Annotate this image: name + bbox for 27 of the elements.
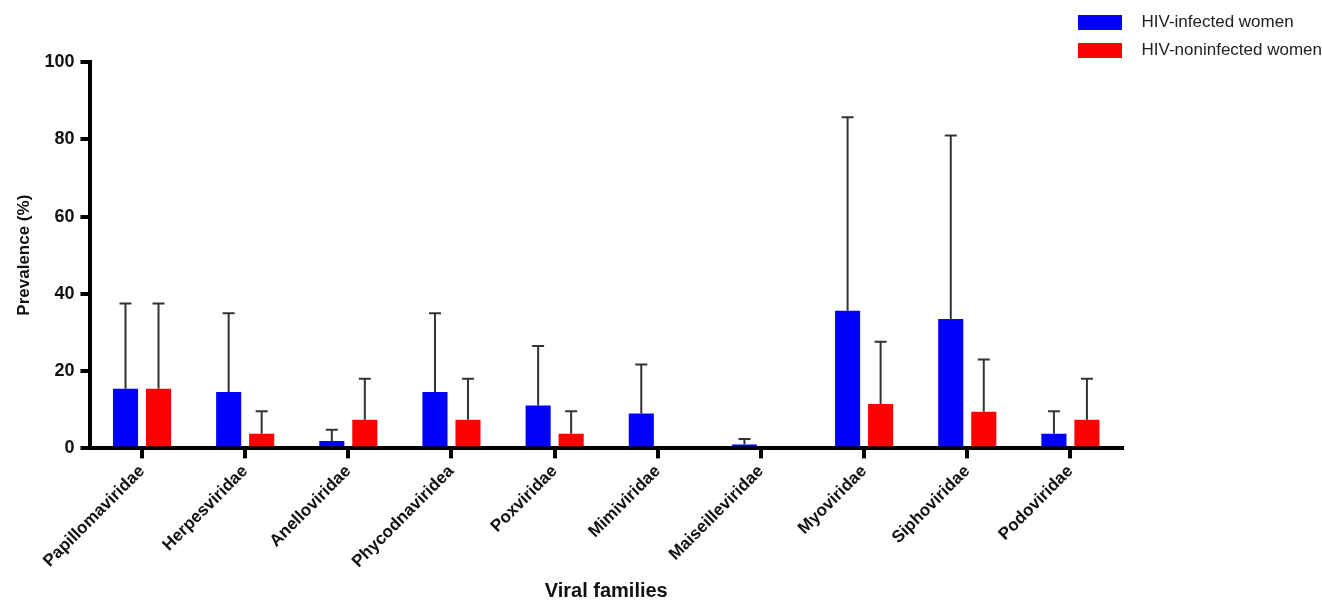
bar	[628, 413, 654, 447]
bar	[145, 388, 172, 447]
bar	[525, 405, 551, 447]
bar	[319, 441, 345, 447]
bar	[455, 419, 481, 447]
bar	[558, 433, 584, 447]
bar	[352, 419, 378, 447]
bar	[249, 433, 275, 447]
bar	[422, 391, 448, 447]
bar	[835, 310, 861, 447]
legend-label: HIV-noninfected women	[1141, 40, 1322, 60]
bar	[971, 411, 997, 447]
bar	[112, 388, 139, 447]
y-tick-label: 60	[54, 205, 75, 226]
y-tick-label: 0	[64, 437, 75, 458]
bar	[216, 391, 242, 447]
y-tick-label: 20	[54, 360, 75, 381]
y-tick-label: 80	[54, 128, 75, 149]
legend-label: HIV-infected women	[1141, 12, 1294, 32]
bar	[938, 318, 964, 447]
bar	[1074, 419, 1100, 447]
y-axis-title: Prevalence (%)	[13, 194, 33, 316]
y-tick-label: 40	[54, 282, 75, 303]
bar	[1041, 433, 1067, 447]
bar	[868, 403, 894, 447]
x-axis-title: Viral families	[544, 578, 668, 601]
y-tick-label: 100	[44, 50, 75, 71]
